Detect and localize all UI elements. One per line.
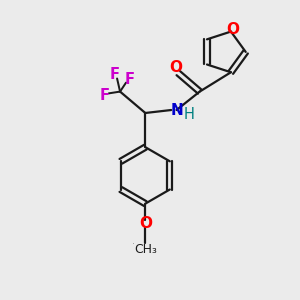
- Text: F: F: [110, 67, 120, 82]
- Text: F: F: [100, 88, 110, 103]
- Text: H: H: [184, 107, 194, 122]
- Text: O: O: [226, 22, 239, 37]
- Text: F: F: [124, 72, 135, 87]
- Text: O: O: [169, 60, 182, 75]
- Text: O: O: [133, 243, 134, 244]
- Text: O: O: [139, 216, 152, 231]
- Text: N: N: [170, 103, 183, 118]
- Text: CH₃: CH₃: [134, 243, 157, 256]
